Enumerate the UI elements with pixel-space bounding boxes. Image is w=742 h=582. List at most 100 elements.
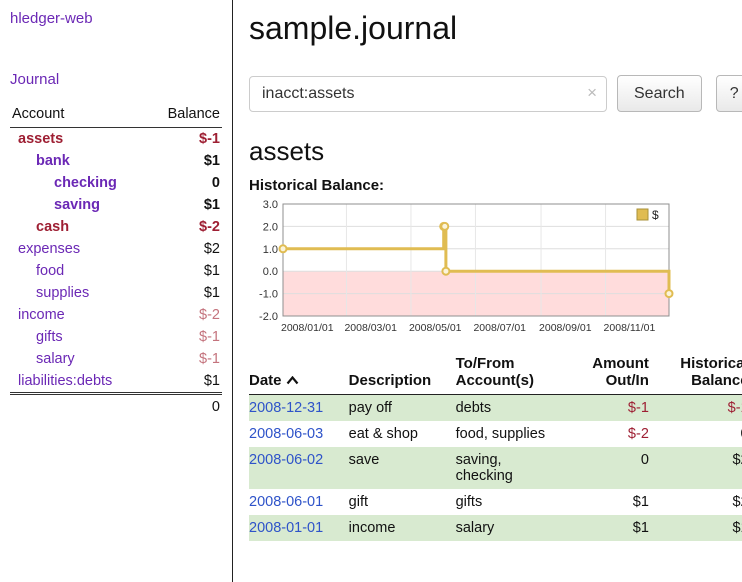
register-row: 2008-06-01 gift gifts $1 $2 [249,489,742,515]
svg-text:2.0: 2.0 [263,221,278,233]
account-title: assets [249,136,325,166]
account-link-assets[interactable]: assets [18,131,64,147]
search-button[interactable]: Search [617,75,702,112]
nav-journal-link[interactable]: Journal [10,71,60,88]
svg-text:2008/01/01: 2008/01/01 [281,322,334,334]
account-row-salary: salary $-1 [10,348,222,370]
transaction-balance: $2 [732,494,742,510]
transaction-amount: $1 [632,520,649,536]
transaction-accounts: food, supplies [455,426,546,442]
account-link-income[interactable]: income [18,307,65,323]
svg-text:0.0: 0.0 [263,266,278,278]
brand-link[interactable]: hledger-web [10,10,93,27]
transaction-balance: $2 [732,452,742,468]
account-link-expenses[interactable]: expenses [18,241,81,257]
account-balance-income: $-2 [199,307,220,323]
register-header-amount: Amount Out/In [569,353,653,395]
transaction-balance: $1 [732,520,742,536]
account-row-saving: saving $1 [10,194,222,216]
transaction-description: eat & shop [348,426,418,442]
account-row-bank: bank $1 [10,150,222,172]
transaction-accounts: saving, checking [455,452,513,484]
transaction-accounts: salary [455,520,495,536]
register-row: 2008-01-01 income salary $1 $1 [249,515,742,541]
svg-text:-1.0: -1.0 [259,289,278,301]
transaction-date-link[interactable]: 2008-06-02 [249,452,324,468]
svg-text:2008/07/01: 2008/07/01 [473,322,526,334]
search-bar: × Search ? [249,75,742,112]
account-row-income: income $-2 [10,304,222,326]
account-link-saving[interactable]: saving [54,197,100,213]
account-balance-saving: $1 [203,197,220,213]
account-link-liabilities-debts[interactable]: liabilities:debts [18,373,113,389]
account-link-bank[interactable]: bank [36,153,70,169]
register-header-balance: Historical Balance [652,353,742,395]
transaction-description: gift [348,494,369,510]
account-row-cash: cash $-2 [10,216,222,238]
account-link-checking[interactable]: checking [54,175,117,191]
register-row: 2008-06-02 save saving, checking 0 $2 [249,447,742,489]
account-balance-supplies: $1 [203,285,220,301]
transaction-date-link[interactable]: 2008-01-01 [249,520,324,536]
account-row-food: food $1 [10,260,222,282]
transaction-accounts: debts [455,400,492,416]
sort-ascending-icon [286,372,299,389]
search-input[interactable] [249,75,607,112]
transaction-amount: $-1 [627,400,649,416]
account-balance-salary: $-1 [199,351,220,367]
accounts-header-balance: Balance [148,104,222,128]
register-header-row: Date Description To/From Account(s) Amou… [249,353,742,395]
accounts-header-row: Account Balance [10,104,222,128]
svg-text:2008/09/01: 2008/09/01 [539,322,592,334]
transaction-description: income [348,520,396,536]
transaction-date-link[interactable]: 2008-06-03 [249,426,324,442]
transaction-date-link[interactable]: 2008-06-01 [249,494,324,510]
help-button[interactable]: ? [715,75,742,112]
transaction-amount: $-2 [627,426,649,442]
svg-text:2008/11/01: 2008/11/01 [604,322,656,334]
account-link-food[interactable]: food [36,263,65,279]
clear-search-icon[interactable]: × [587,82,597,102]
transaction-description: pay off [348,400,392,416]
accounts-total-balance: 0 [148,392,222,418]
chart-title: Historical Balance: [249,177,385,194]
accounts-header-account: Account [10,104,149,128]
transaction-amount: 0 [640,452,649,468]
account-row-supplies: supplies $1 [10,282,222,304]
account-balance-expenses: $2 [203,241,220,257]
account-row-liabilities-debts: liabilities:debts $1 [10,370,222,394]
register-header-description: Description [348,353,456,395]
svg-text:3.0: 3.0 [263,199,278,211]
svg-text:2008/03/01: 2008/03/01 [344,322,397,334]
register-header-accounts: To/From Account(s) [455,353,570,395]
account-balance-gifts: $-1 [199,329,220,345]
account-balance-bank: $1 [203,153,220,169]
accounts-total-row: 0 [10,392,222,418]
register-row: 2008-06-03 eat & shop food, supplies $-2… [249,421,742,447]
account-row-assets: assets $-1 [10,128,222,151]
transaction-date-link[interactable]: 2008-12-31 [249,400,324,416]
register-header-date[interactable]: Date [249,353,349,395]
sidebar: hledger-web Journal Account Balance asse… [0,0,233,582]
main-content: sample.journal × Search ? assets Histori… [233,0,742,582]
transaction-accounts: gifts [455,494,483,510]
register-row: 2008-12-31 pay off debts $-1 $-1 [249,394,742,421]
account-row-expenses: expenses $2 [10,238,222,260]
account-row-checking: checking 0 [10,172,222,194]
svg-text:1.0: 1.0 [263,244,278,256]
historical-balance-chart: 3.0 2.0 1.0 0.0 -1.0 -2.0 2008/01/01 2008/03/01… [249,198,742,341]
transaction-description: save [348,452,380,468]
accounts-table: Account Balance assets $-1 bank $1 check… [10,104,222,418]
page-title: sample.journal [249,10,458,46]
account-row-gifts: gifts $-1 [10,326,222,348]
account-link-gifts[interactable]: gifts [36,329,63,345]
transaction-amount: $1 [632,494,649,510]
account-link-cash[interactable]: cash [36,219,70,235]
transaction-balance: $-1 [727,400,742,416]
svg-text:-2.0: -2.0 [259,311,278,323]
search-box: × [249,75,607,112]
account-balance-cash: $-2 [199,219,220,235]
account-link-supplies[interactable]: supplies [36,285,90,301]
account-link-salary[interactable]: salary [36,351,75,367]
